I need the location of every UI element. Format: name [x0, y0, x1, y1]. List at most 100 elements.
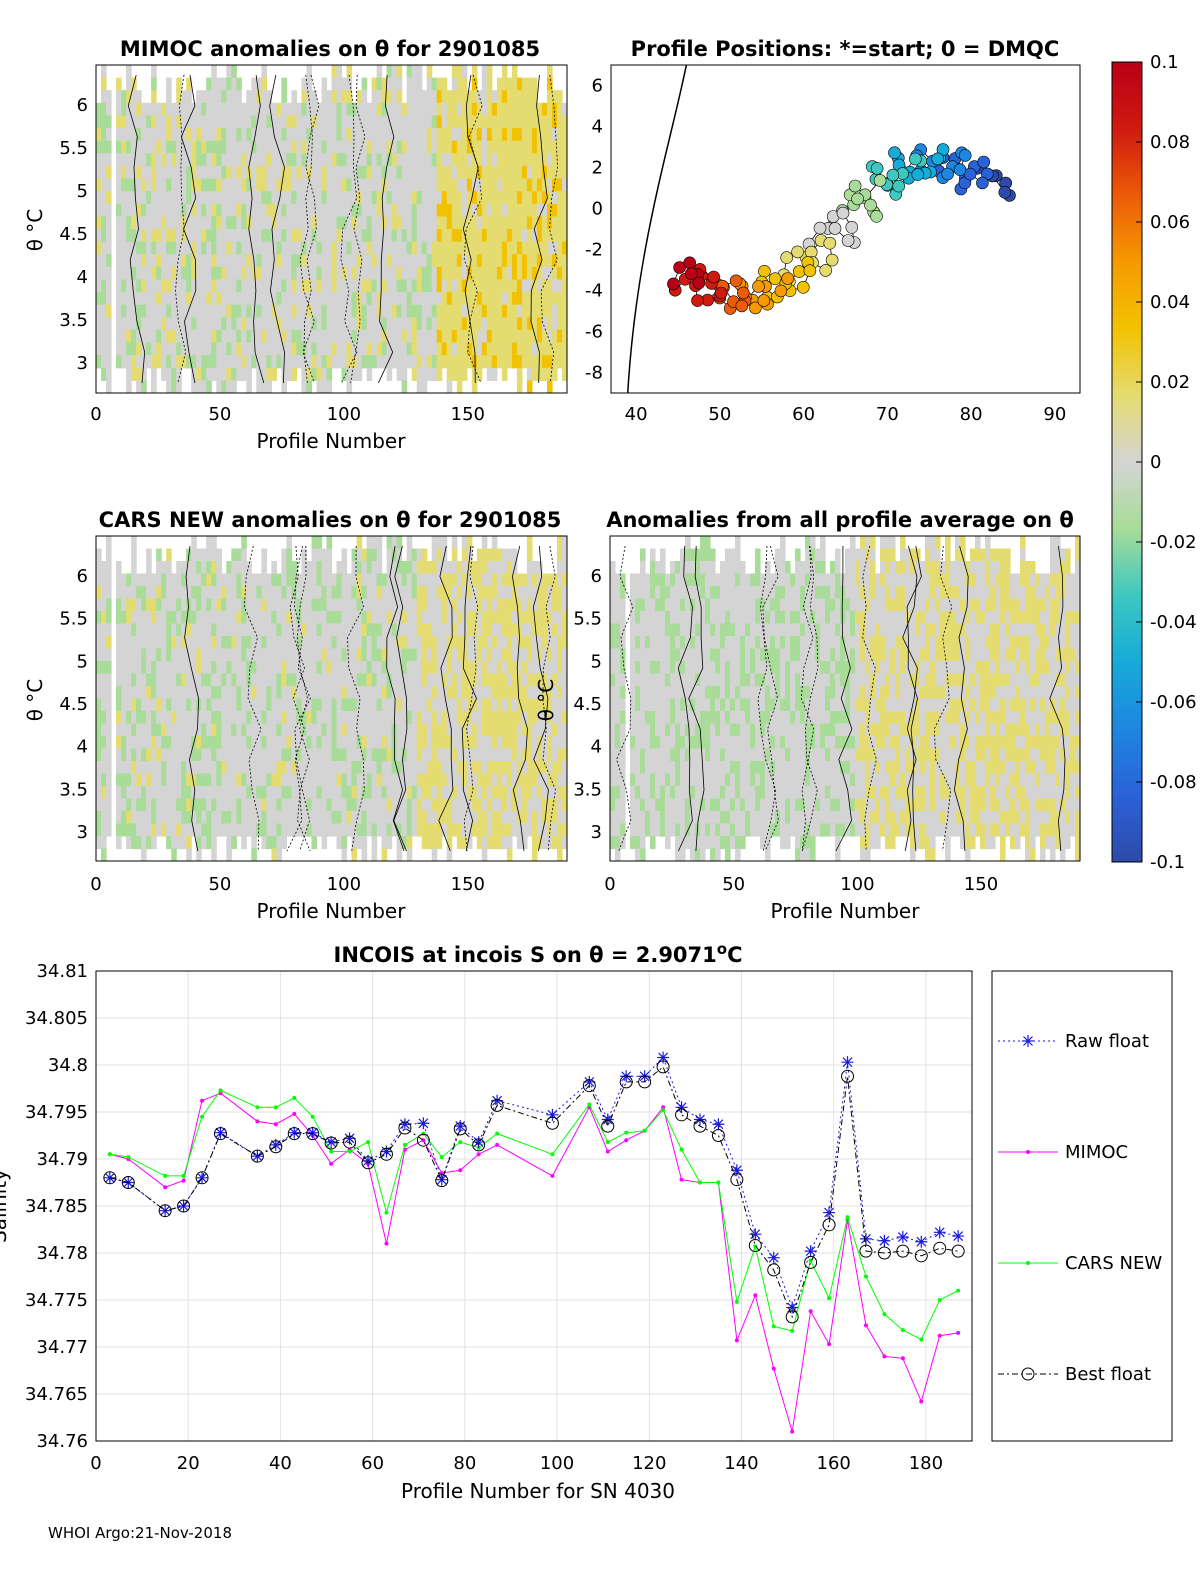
allavg-y-label: θ °C — [534, 679, 558, 722]
cars-y-label: θ °C — [23, 679, 47, 722]
raw-float-point — [693, 1113, 706, 1126]
mimoc-x-ticks: 0 50 100 150 — [90, 404, 485, 425]
x-tick-label: 150 — [451, 874, 485, 895]
y-tick-label: 34.79 — [36, 1149, 88, 1170]
raw-float-point — [933, 1226, 946, 1239]
raw-float-point — [804, 1245, 817, 1258]
colorbar-tick-label: 0.02 — [1150, 372, 1190, 393]
positions-map — [627, 65, 1016, 393]
best-float-point — [804, 1255, 818, 1269]
raw-float-point — [380, 1145, 393, 1158]
x-tick-label: 0 — [604, 874, 615, 895]
cars-new-point — [900, 1328, 905, 1333]
y-tick-label: 4 — [592, 117, 603, 138]
mimoc-point — [384, 1241, 389, 1246]
best-float-point — [951, 1244, 965, 1258]
mimoc-point — [919, 1399, 924, 1404]
salinity-y-ticks: 34.76 34.765 34.77 34.775 34.78 34.785 34.79 34… — [25, 961, 88, 1452]
positions-plot-frame — [610, 64, 1081, 394]
raw-float-point — [343, 1132, 356, 1145]
raw-float-point — [196, 1171, 209, 1184]
mimoc-point — [273, 1122, 278, 1127]
mimoc-point — [827, 1342, 832, 1347]
x-tick-label: 0 — [90, 1453, 101, 1474]
y-tick-label: 34.785 — [25, 1196, 88, 1217]
cars-new-point — [126, 1155, 131, 1160]
legend-box — [991, 970, 1173, 1442]
cars-new-point — [163, 1173, 168, 1178]
mimoc-point — [624, 1138, 629, 1143]
salinity-title-main: INCOIS at incois S on θ = 2.9071 — [334, 943, 717, 967]
y-tick-label: -4 — [585, 281, 603, 302]
best-float-point — [822, 1218, 836, 1232]
y-tick-label: 3 — [77, 353, 88, 374]
x-tick-label: 180 — [909, 1453, 943, 1474]
x-tick-label: 50 — [208, 874, 231, 895]
mimoc-point — [882, 1354, 887, 1359]
legend: Raw float MIMOC CARS NEW Best float — [998, 1031, 1162, 1385]
cars-new-point — [255, 1105, 260, 1110]
best-float-point — [158, 1204, 172, 1218]
raw-float-point — [583, 1075, 596, 1088]
mimoc-point — [734, 1338, 739, 1343]
best-float-point — [103, 1171, 117, 1185]
raw-float-point — [915, 1235, 928, 1248]
raw-float-point — [657, 1051, 670, 1064]
legend-mimoc-label: MIMOC — [1065, 1142, 1128, 1163]
colorbar-tick-label: -0.1 — [1150, 852, 1185, 873]
raw-float-point — [546, 1108, 559, 1121]
cars-new-point — [421, 1131, 426, 1136]
best-float-point — [767, 1263, 781, 1277]
best-float-point — [896, 1244, 910, 1258]
raw-float-point — [214, 1126, 227, 1139]
y-tick-label: 34.76 — [36, 1431, 88, 1452]
best-float-point — [638, 1075, 652, 1089]
mimoc-point — [458, 1168, 463, 1173]
salinity-plot-frame — [95, 970, 973, 1442]
x-tick-label: 150 — [451, 404, 485, 425]
cars-new-point — [716, 1180, 721, 1185]
mimoc-point — [550, 1173, 555, 1178]
raw-float-point — [712, 1118, 725, 1131]
salinity-x-ticks: 0 20 40 60 80 100 120 140 160 180 — [90, 1453, 943, 1474]
legend-raw-float-marker — [1022, 1035, 1034, 1047]
colorbar-tick-label: 0.04 — [1150, 292, 1190, 313]
best-float-point — [841, 1069, 855, 1083]
best-float-point — [195, 1171, 209, 1185]
cars-new-point — [310, 1114, 315, 1119]
y-tick-label: 3.5 — [59, 779, 88, 800]
best-float-point — [730, 1173, 744, 1187]
colorbar-tick-label: -0.02 — [1150, 532, 1197, 553]
mimoc-y-ticks: 3 3.5 4 4.5 5 5.5 6 — [59, 95, 88, 374]
raw-float-point — [749, 1228, 762, 1241]
colorbar-tick-label: -0.04 — [1150, 612, 1197, 633]
best-float-point — [748, 1238, 762, 1252]
mimoc-point — [495, 1142, 500, 1147]
mimoc-point — [753, 1293, 758, 1298]
x-tick-label: 60 — [361, 1453, 384, 1474]
y-tick-label: 0 — [592, 199, 603, 220]
cars-new-point — [329, 1149, 334, 1154]
y-tick-label: 3 — [591, 822, 602, 843]
mimoc-point — [863, 1323, 868, 1328]
salinity-series — [103, 1051, 965, 1434]
mimoc-point — [661, 1105, 666, 1110]
cars-new-point — [384, 1210, 389, 1215]
best-float-point — [361, 1156, 375, 1170]
x-tick-label: 80 — [453, 1453, 476, 1474]
cars-new-point — [347, 1149, 352, 1154]
y-tick-label: 5 — [77, 181, 88, 202]
raw-float-point — [398, 1118, 411, 1131]
x-tick-label: 140 — [724, 1453, 758, 1474]
legend-best-float-label: Best float — [1065, 1364, 1151, 1385]
y-tick-label: 6 — [77, 95, 88, 116]
allavg-panel-title: Anomalies from all profile average on θ — [606, 508, 1074, 532]
best-float-point — [582, 1079, 596, 1093]
y-tick-label: 34.8 — [48, 1055, 88, 1076]
y-tick-label: 2 — [592, 158, 603, 179]
cars-new-point — [697, 1180, 702, 1185]
x-tick-label: 50 — [708, 404, 731, 425]
cars-new-point — [642, 1128, 647, 1133]
y-tick-label: 5.5 — [59, 609, 88, 630]
